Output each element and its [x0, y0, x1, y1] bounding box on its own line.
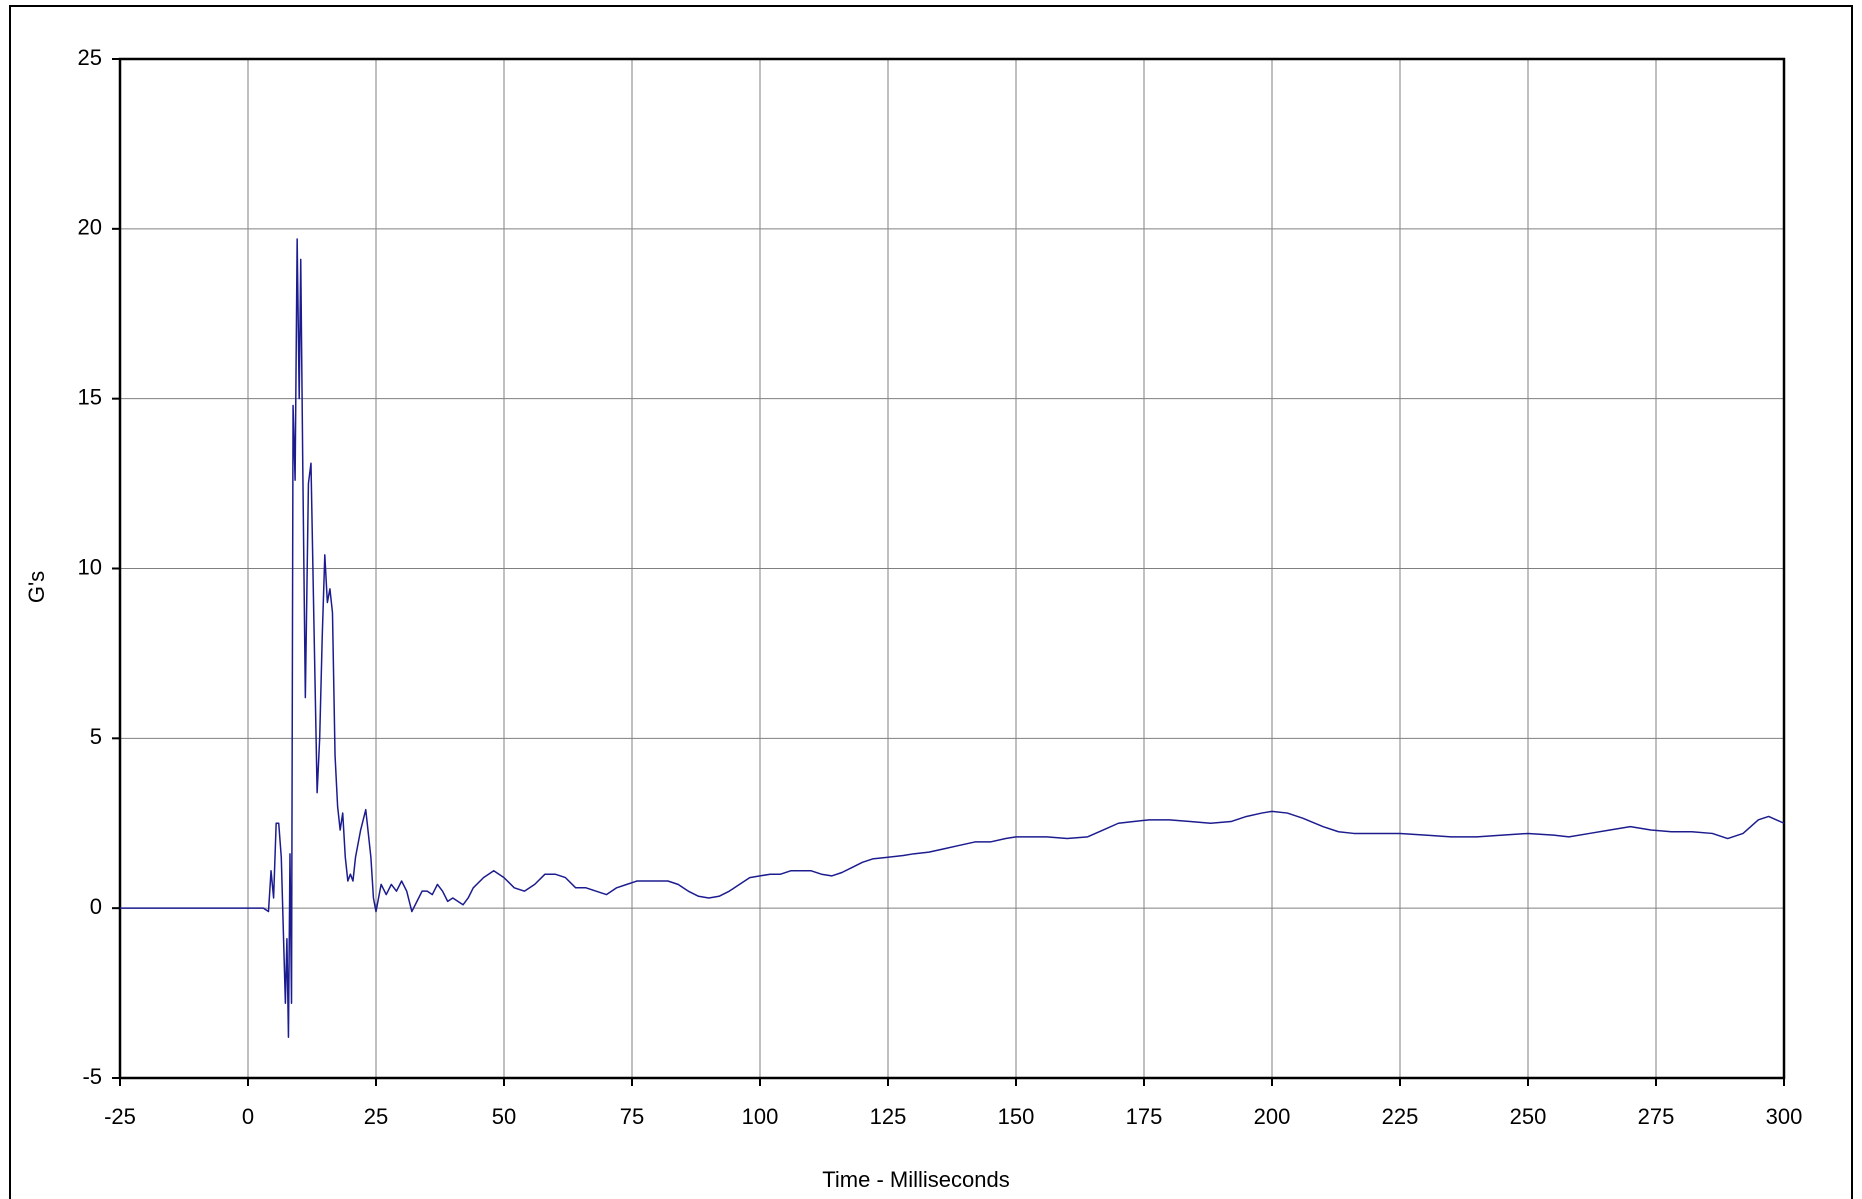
y-axis-label: G's [24, 571, 49, 603]
x-tick-label: 175 [1126, 1104, 1163, 1129]
x-tick-label: 75 [620, 1104, 644, 1129]
x-tick-label: 300 [1766, 1104, 1803, 1129]
x-axis-label: Time - Milliseconds [822, 1167, 1009, 1192]
x-tick-label: 50 [492, 1104, 516, 1129]
y-tick-label: 25 [78, 45, 102, 70]
x-tick-label: 100 [742, 1104, 779, 1129]
y-tick-label: 10 [78, 554, 102, 579]
x-tick-label: 225 [1382, 1104, 1419, 1129]
plot-frame [118, 57, 1786, 1080]
x-tick-label: 250 [1510, 1104, 1547, 1129]
x-tick-label: 0 [242, 1104, 254, 1129]
x-tick-label: 275 [1638, 1104, 1675, 1129]
x-tick-label: 150 [998, 1104, 1035, 1129]
y-tick-label: 0 [90, 894, 102, 919]
x-tick-label: 125 [870, 1104, 907, 1129]
data-line [120, 238, 1785, 1038]
chart-border [9, 5, 1853, 1199]
x-tick-label: 200 [1254, 1104, 1291, 1129]
y-tick-label: 20 [78, 215, 102, 240]
x-tick-label: -25 [104, 1104, 136, 1129]
y-tick-label: 5 [90, 724, 102, 749]
x-tick-label: 25 [364, 1104, 388, 1129]
y-tick-label: 15 [78, 384, 102, 409]
y-tick-label: -5 [82, 1064, 102, 1089]
